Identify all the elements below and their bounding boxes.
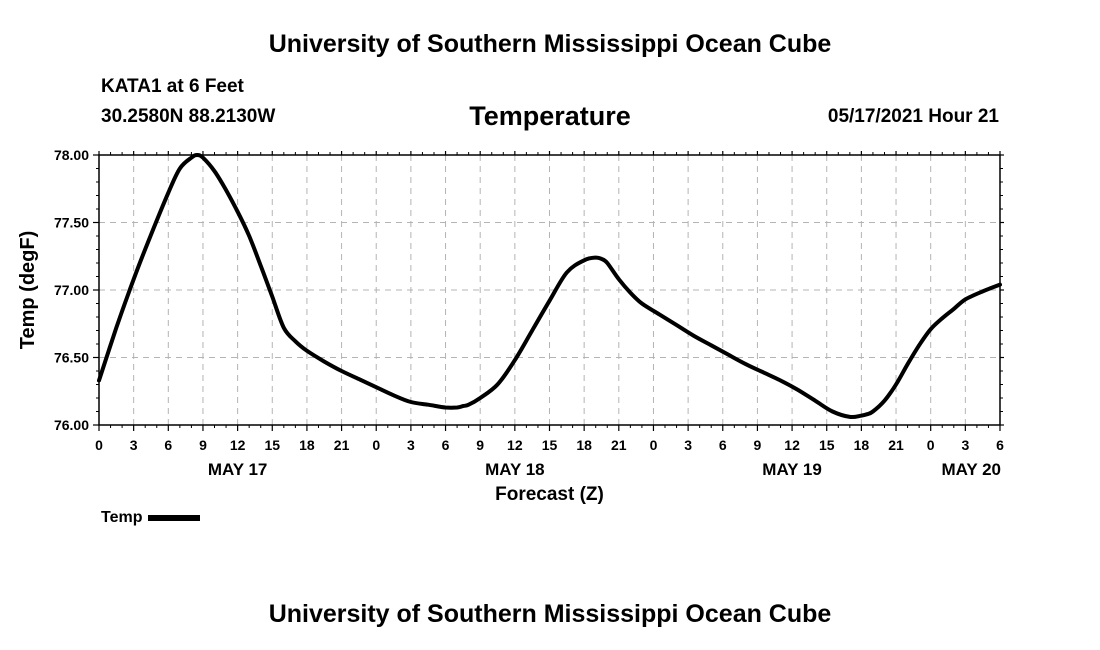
y-tick-label: 77.50 xyxy=(54,215,89,231)
plot-frame xyxy=(98,154,1001,426)
station-coordinates: 30.2580N 88.2130W xyxy=(101,106,276,127)
x-tick-label: 18 xyxy=(576,437,592,453)
x-tick-label: 12 xyxy=(230,437,246,453)
x-tick-label: 0 xyxy=(95,437,103,453)
x-tick-label: 6 xyxy=(442,437,450,453)
x-tick-label: 0 xyxy=(927,437,935,453)
x-tick-label: 18 xyxy=(299,437,315,453)
x-tick-label: 15 xyxy=(264,437,280,453)
day-label: MAY 18 xyxy=(485,460,545,479)
x-tick-label: 0 xyxy=(650,437,658,453)
y-axis-label: Temp (degF) xyxy=(17,231,39,350)
chart-title: Temperature xyxy=(469,101,631,131)
day-label: MAY 19 xyxy=(762,460,822,479)
legend-swatch xyxy=(148,515,201,521)
x-tick-label: 6 xyxy=(996,437,1004,453)
x-tick-label: 18 xyxy=(854,437,870,453)
x-axis-label: Forecast (Z) xyxy=(495,484,604,505)
y-tick-label: 76.50 xyxy=(54,350,89,366)
station-label: KATA1 at 6 Feet xyxy=(101,76,244,97)
x-tick-label: 9 xyxy=(754,437,762,453)
temp-series-line xyxy=(97,153,1002,420)
y-tick-label: 76.00 xyxy=(54,417,89,433)
x-tick-label: 21 xyxy=(334,437,350,453)
x-tick-label: 12 xyxy=(507,437,523,453)
x-tick-label: 3 xyxy=(961,437,969,453)
x-tick-label: 9 xyxy=(199,437,207,453)
x-tick-labels: 0 3 6 9 12 15 18 21 0 3 6 9 12 15 18 21 0 3 6 9 12 15 18 21 0 3 6 xyxy=(95,437,1004,453)
x-tick-label: 15 xyxy=(542,437,558,453)
run-time: 05/17/2021 Hour 21 xyxy=(827,106,999,127)
x-tick-label: 21 xyxy=(888,437,904,453)
x-tick-label: 3 xyxy=(684,437,692,453)
legend: Temp xyxy=(101,509,201,527)
x-tick-label: 3 xyxy=(407,437,415,453)
x-tick-label: 0 xyxy=(372,437,380,453)
legend-label: Temp xyxy=(101,509,143,526)
y-tick-label: 78.00 xyxy=(54,147,89,163)
x-tick-label: 21 xyxy=(611,437,627,453)
y-tick-label: 77.00 xyxy=(54,282,89,298)
day-labels: MAY 17 MAY 18 MAY 19 MAY 20 xyxy=(208,460,1001,479)
day-label: MAY 20 xyxy=(941,460,1001,479)
day-label: MAY 17 xyxy=(208,460,268,479)
x-tick-label: 3 xyxy=(130,437,138,453)
header-title: University of Southern Mississippi Ocean… xyxy=(268,30,832,58)
x-tick-label: 9 xyxy=(476,437,484,453)
grid-lines xyxy=(99,155,1000,425)
x-tick-label: 15 xyxy=(819,437,835,453)
footer-title: University of Southern Mississippi Ocean… xyxy=(268,600,832,628)
x-tick-label: 6 xyxy=(719,437,727,453)
x-tick-label: 6 xyxy=(164,437,172,453)
y-tick-labels: 76.00 76.50 77.00 77.50 78.00 xyxy=(54,147,89,433)
x-tick-label: 12 xyxy=(784,437,800,453)
